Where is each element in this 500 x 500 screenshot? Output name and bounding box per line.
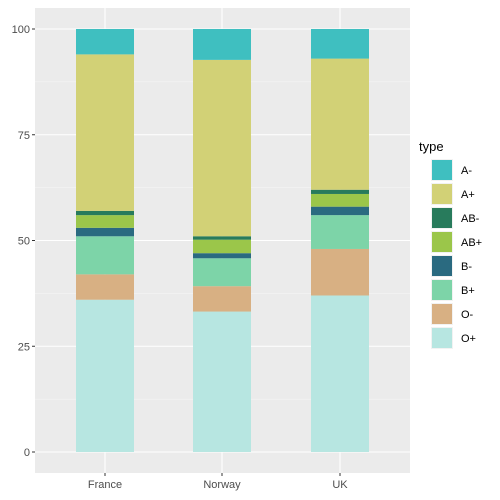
legend-title: type xyxy=(419,139,444,154)
bar-segment-france-A+ xyxy=(76,54,134,211)
legend-key-AB- xyxy=(432,208,452,228)
bar-segment-france-A- xyxy=(76,29,134,55)
x-tick-label: UK xyxy=(332,479,348,491)
bar-segment-uk-AB- xyxy=(311,189,369,194)
bar-segment-norway-B- xyxy=(193,253,251,259)
legend-label-B-: B- xyxy=(461,261,472,273)
bar-segment-uk-B- xyxy=(311,206,369,216)
y-axis: 0 25 50 75 100 xyxy=(12,24,35,459)
y-tick-label: 0 xyxy=(24,447,30,459)
x-tick-label: France xyxy=(88,479,122,491)
bar-segment-uk-A+ xyxy=(311,58,369,190)
y-tick-label: 25 xyxy=(18,341,30,353)
bar-segment-norway-A- xyxy=(193,29,251,60)
legend-key-AB+ xyxy=(432,232,452,252)
y-tick-label: 100 xyxy=(12,24,30,36)
bar-segment-france-O- xyxy=(76,274,134,300)
bars xyxy=(76,29,369,452)
x-tick-label: Norway xyxy=(203,479,241,491)
legend-label-AB-: AB- xyxy=(461,213,480,225)
legend-label-AB+: AB+ xyxy=(461,237,482,249)
legend-key-B- xyxy=(432,256,452,276)
bar-segment-uk-A- xyxy=(311,29,369,59)
legend: type A- A+ AB- AB+ B- B+ O- O+ xyxy=(419,139,482,349)
bar-segment-norway-A+ xyxy=(193,59,251,237)
bar-segment-france-AB- xyxy=(76,210,134,216)
y-tick-label: 75 xyxy=(18,130,30,142)
bar-segment-uk-B+ xyxy=(311,215,369,249)
legend-key-A+ xyxy=(432,184,452,204)
bar-segment-norway-O- xyxy=(193,286,251,312)
legend-label-O-: O- xyxy=(461,309,474,321)
y-tick-label: 50 xyxy=(18,236,30,248)
legend-key-A- xyxy=(432,160,452,180)
bar-segment-norway-O+ xyxy=(193,311,251,452)
bar-segment-uk-O+ xyxy=(311,295,369,452)
bar-segment-uk-AB+ xyxy=(311,193,369,207)
x-axis: France Norway UK xyxy=(88,473,348,491)
legend-label-A+: A+ xyxy=(461,189,475,201)
legend-label-A-: A- xyxy=(461,165,472,177)
legend-label-O+: O+ xyxy=(461,333,476,345)
bar-segment-france-O+ xyxy=(76,299,134,452)
legend-key-B+ xyxy=(432,280,452,300)
legend-label-B+: B+ xyxy=(461,285,475,297)
bar-segment-france-B+ xyxy=(76,236,134,275)
legend-key-O- xyxy=(432,304,452,324)
bar-segment-france-B- xyxy=(76,227,134,237)
bar-segment-norway-AB- xyxy=(193,236,251,240)
bar-segment-france-AB+ xyxy=(76,215,134,228)
bar-segment-norway-AB+ xyxy=(193,239,251,254)
bar-segment-uk-O- xyxy=(311,248,369,296)
bar-segment-norway-B+ xyxy=(193,258,251,287)
legend-key-O+ xyxy=(432,328,452,348)
